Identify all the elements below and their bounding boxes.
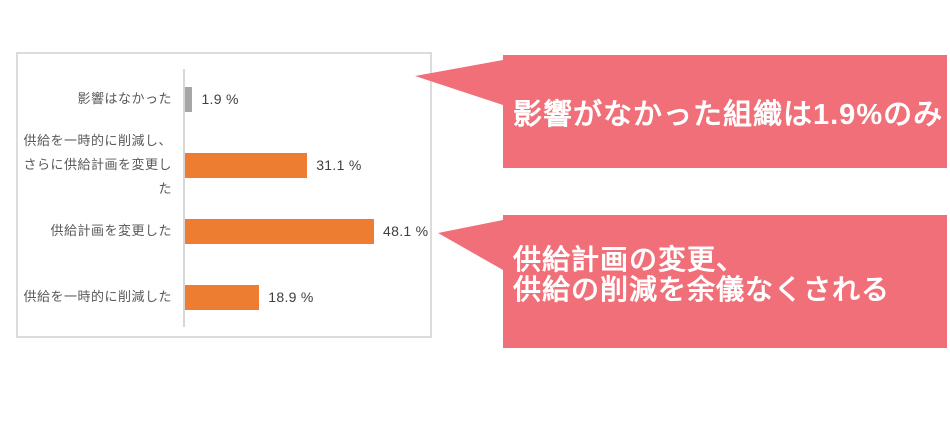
bar-reduced-supply xyxy=(185,284,260,310)
bar-changed-plan xyxy=(185,218,375,244)
category-axis-line xyxy=(183,69,185,327)
category-label: 供給計画を変更した xyxy=(50,223,172,238)
callout-no-impact: 影響がなかった組織は1.9%のみ xyxy=(503,55,947,168)
value-label: 1.9 % xyxy=(201,91,239,107)
bar-group: 48.1 % xyxy=(185,198,428,264)
bar-group: 18.9 % xyxy=(185,264,314,330)
category-label: 供給を一時的に削減した xyxy=(23,289,172,304)
callout-supply-change: 供給計画の変更、 供給の削減を余儀なくされる xyxy=(503,215,947,348)
chart-row-reduced-supply: 供給を一時的に削減した 18.9 % xyxy=(18,264,430,330)
value-label: 31.1 % xyxy=(316,157,362,173)
value-label: 18.9 % xyxy=(268,289,314,305)
bar-group: 31.1 % xyxy=(185,132,362,198)
chart-row-no-impact: 影響はなかった 1.9 % xyxy=(18,66,430,132)
bar-group: 1.9 % xyxy=(185,66,239,132)
bar-no-impact xyxy=(185,86,193,112)
value-label: 48.1 % xyxy=(383,223,429,239)
bar-reduced-and-changed-plan xyxy=(185,152,308,178)
chart-row-reduced-and-changed-plan: 供給を一時的に削減し、 さらに供給計画を変更した 31.1 % xyxy=(18,132,430,198)
category-label: 供給を一時的に削減し、 さらに供給計画を変更した xyxy=(23,133,172,196)
callout-tail-pointer-icon xyxy=(415,60,503,105)
callout-text: 供給計画の変更、 供給の削減を余儀なくされる xyxy=(513,244,891,305)
callout-text: 影響がなかった組織は1.9%のみ xyxy=(513,98,944,131)
chart-row-changed-plan: 供給計画を変更した 48.1 % xyxy=(18,198,430,264)
category-label: 影響はなかった xyxy=(77,91,172,106)
callout-tail-pointer-icon xyxy=(438,220,503,270)
bar-chart-panel: 影響はなかった 1.9 % 供給を一時的に削減し、 さらに供給計画を変更した 3… xyxy=(16,52,432,338)
